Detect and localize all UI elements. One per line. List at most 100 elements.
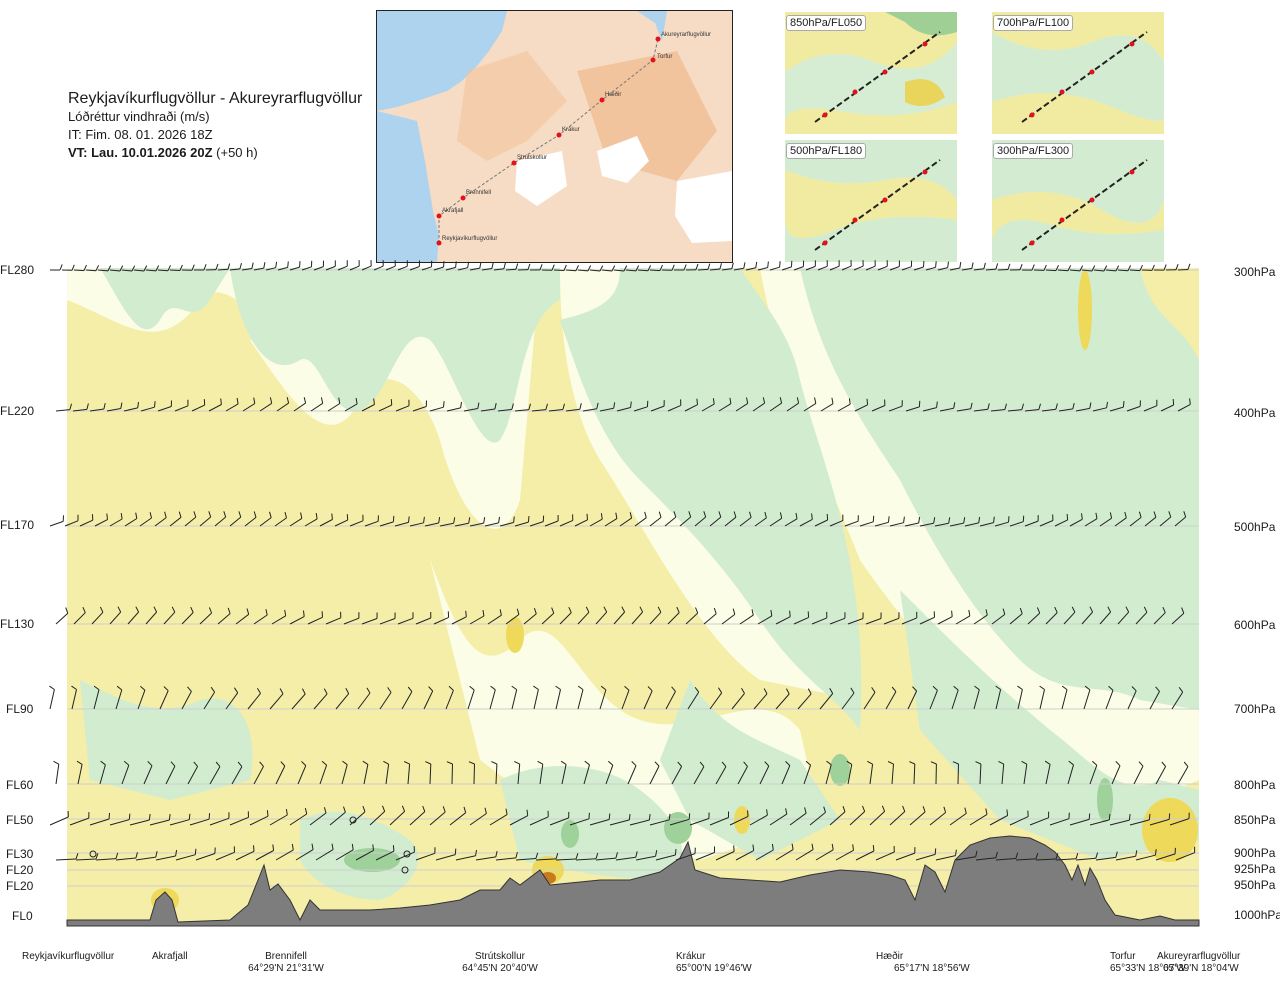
wind-barb-shaft (964, 522, 979, 527)
wind-barb-feather (194, 848, 197, 855)
wind-barb-shaft (805, 265, 816, 271)
wind-barb-shaft (1177, 403, 1191, 412)
wind-barb-feather (959, 262, 962, 269)
wind-barb-shaft (463, 408, 478, 412)
wind-barb-feather (482, 610, 485, 617)
waypoint-name: Akrafjall (152, 951, 188, 962)
wind-barb-shaft (1105, 269, 1117, 272)
wind-barb-feather (1072, 402, 1075, 410)
wind-barb-shaft (195, 853, 216, 861)
wind-barb-shaft (865, 618, 882, 625)
wind-barb-shaft (409, 266, 420, 271)
wind-barb-shaft (109, 269, 121, 272)
wind-barb-feather (751, 609, 754, 616)
wind-barb-feather (315, 512, 318, 519)
wind-barb-shaft (455, 855, 476, 861)
wind-barb-shaft (621, 690, 630, 710)
wind-barb-feather (115, 852, 119, 859)
wind-barb-feather (266, 810, 269, 817)
wind-barb-feather (1019, 264, 1023, 270)
wind-barb-feather (513, 516, 515, 523)
wind-barb-shaft (79, 519, 94, 527)
wind-barb-shaft (275, 765, 286, 785)
wind-barb-shaft (242, 403, 256, 412)
wind-barb-feather (846, 760, 853, 765)
wind-barb-feather (256, 687, 261, 694)
wind-barb-shaft (1144, 516, 1157, 527)
wind-barb-feather (721, 761, 727, 767)
wind-barb-feather (683, 264, 687, 271)
wind-barb-shaft (379, 692, 392, 710)
wind-barb-shaft (865, 265, 876, 271)
wind-barb-shaft (685, 612, 699, 625)
route-point-labels: Akureyrarflugvöllur Torfur Hæðir Krákur … (442, 32, 711, 242)
wind-barb-shaft (877, 265, 888, 271)
wind-barb-shaft (277, 266, 288, 271)
wind-barb-feather (1017, 685, 1023, 690)
wind-barb-feather (1139, 264, 1143, 271)
wind-barb-feather (1161, 761, 1166, 767)
wind-barb-feather (795, 512, 798, 519)
sea-west (377, 11, 507, 111)
wind-barb-feather (1181, 607, 1185, 614)
wind-barb-feather (1183, 511, 1187, 518)
wind-barb-shaft (247, 693, 261, 710)
wind-barb-feather (703, 511, 707, 518)
wind-barb-shaft (327, 403, 341, 412)
wind-barb-feather (223, 511, 227, 518)
wind-barb-shaft (511, 689, 518, 710)
wind-barb-feather (600, 513, 603, 520)
wind-barb-shaft (1135, 854, 1156, 861)
wind-barb-feather (366, 687, 371, 694)
wind-barb-feather (515, 263, 519, 270)
wind-barb-shaft (1171, 691, 1184, 710)
wind-barbs (49, 260, 1196, 861)
wind-barb-shaft (435, 854, 456, 861)
wind-barb-feather (135, 606, 140, 613)
wind-barb-shaft (733, 267, 744, 271)
wind-barb-shaft (811, 617, 827, 625)
wind-barb-shaft (1177, 766, 1189, 785)
waypoint-label: Akrafjall (152, 951, 188, 963)
wind-barb-shaft (631, 611, 643, 625)
wind-barb-feather (279, 688, 284, 695)
wind-barb-shaft (555, 689, 561, 710)
wind-barb-shaft (859, 521, 874, 527)
wind-barb-feather (1079, 265, 1084, 272)
wind-barb-feather (1168, 511, 1172, 518)
wind-barb-shaft (1029, 817, 1049, 826)
wind-barb-shaft (755, 849, 774, 861)
wind-barb-feather (655, 850, 658, 857)
wind-barb-shaft (203, 691, 216, 710)
fl-label: FL90 (6, 702, 34, 716)
wind-barb-feather (779, 397, 783, 404)
wind-barb-shaft (815, 849, 834, 861)
pressure-label: 500hPa (1234, 520, 1276, 534)
wind-barb-shaft (529, 816, 549, 826)
wind-barb-shaft (625, 269, 637, 272)
wind-barb-shaft (957, 763, 959, 785)
wind-barb-feather (167, 265, 171, 271)
wind-barb-feather (468, 517, 471, 524)
wind-barb-shaft (361, 618, 378, 625)
wind-barb-feather (1168, 813, 1171, 820)
wind-barb-feather (135, 512, 138, 519)
level-map-700-label: 700hPa/FL100 (993, 15, 1074, 31)
wind-barb-shaft (71, 689, 77, 710)
wind-barb-feather (829, 688, 834, 694)
wind-barb-shaft (244, 516, 257, 527)
wind-barb-shaft (841, 265, 852, 271)
route-point-akrafjall (436, 213, 442, 219)
wind-barb-shaft (679, 516, 692, 527)
wind-barb-shaft (797, 693, 812, 710)
wind-barb-shaft (613, 269, 625, 272)
route-line (438, 38, 659, 243)
wind-barb-shaft (991, 613, 1006, 625)
calm-markers (89, 816, 411, 874)
wind-barb-shaft (1175, 852, 1195, 861)
wind-barb-shaft (847, 764, 853, 785)
wind-barb-shaft (209, 817, 230, 826)
wind-barb-shaft (775, 693, 790, 710)
wind-barb-shaft (217, 613, 231, 625)
wind-barb-feather (460, 401, 462, 408)
